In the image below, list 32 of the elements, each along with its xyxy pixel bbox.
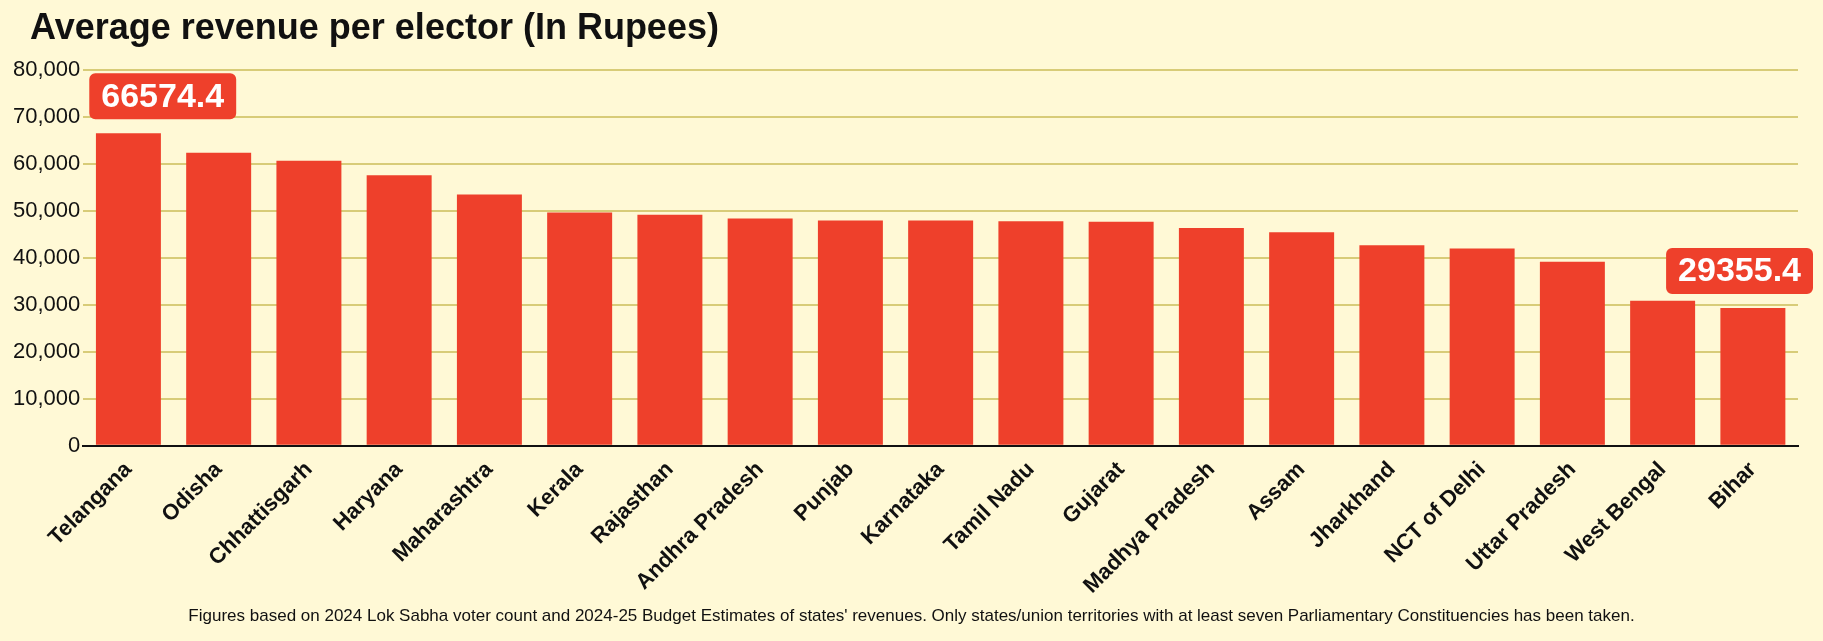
bar xyxy=(1539,261,1605,445)
bar xyxy=(908,220,974,445)
y-tick-label: 60,000 xyxy=(12,150,81,176)
y-tick-label: 80,000 xyxy=(12,56,81,82)
bar xyxy=(727,218,793,445)
data-label: 66574.4 xyxy=(101,75,225,114)
bar xyxy=(456,194,522,445)
bar xyxy=(1088,221,1154,445)
chart-title: Average revenue per elector (In Rupees) xyxy=(29,5,720,49)
bar xyxy=(1359,245,1425,445)
data-label: 29355.4 xyxy=(1678,250,1802,289)
bar xyxy=(817,220,883,445)
bar xyxy=(998,221,1064,445)
y-tick-label: 50,000 xyxy=(12,197,81,223)
bar xyxy=(1178,227,1244,445)
y-tick-label: 70,000 xyxy=(12,103,81,129)
bar xyxy=(186,152,252,445)
bar xyxy=(1720,307,1786,445)
bar xyxy=(547,212,613,445)
bar xyxy=(1269,232,1335,445)
bar xyxy=(1449,248,1515,445)
text: Figures based on 2024 Lok Sabha voter count and 2024-25 Budget Estimates of states' revenues. Only states/union territories with at least seven Parliamentary Constituencies has been taken. xyxy=(187,605,1636,626)
bar xyxy=(95,133,161,445)
bar xyxy=(637,214,703,445)
y-tick-label: 10,000 xyxy=(12,384,81,410)
y-tick-label: 30,000 xyxy=(12,290,81,316)
y-tick-label: 20,000 xyxy=(12,337,81,363)
bar xyxy=(366,175,432,445)
y-tick-label: 0 xyxy=(68,431,81,457)
bar xyxy=(1630,300,1696,445)
bar xyxy=(276,160,342,445)
y-tick-label: 40,000 xyxy=(12,244,81,270)
